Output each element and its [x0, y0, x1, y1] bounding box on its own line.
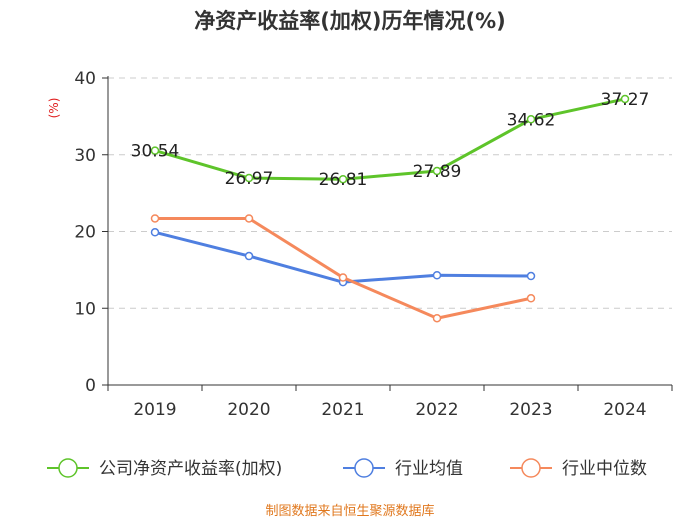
series-point-0 [620, 94, 630, 104]
legend: 公司净资产收益率(加权) 行业均值 行业中位数 [47, 458, 647, 479]
legend-marker-1 [354, 458, 374, 478]
series-point-0 [150, 146, 160, 155]
series-point-1 [432, 270, 442, 280]
series-point-2 [150, 214, 160, 223]
y-tick-labels: 0 10 20 30 40 [74, 69, 96, 396]
x-tick-label: 2020 [227, 400, 270, 420]
y-axis-unit: (%) [47, 98, 61, 119]
legend-label-2: 行业中位数 [562, 459, 647, 479]
data-label: 26.81 [319, 170, 368, 190]
series-point-2 [432, 313, 442, 323]
grid-lines [108, 77, 672, 309]
series-layer [150, 94, 630, 323]
x-tick-labels: 2019 2020 2021 2022 2023 2024 [133, 400, 646, 420]
series-point-2 [244, 214, 254, 223]
legend-marker-2 [521, 458, 541, 478]
series-point-0 [244, 173, 254, 183]
x-tick-label: 2022 [415, 400, 458, 420]
y-tick-label: 10 [74, 299, 96, 319]
series-line-0 [153, 97, 627, 181]
source-note: 制图数据来自恒生聚源数据库 [265, 503, 434, 519]
series-point-1 [150, 228, 160, 237]
data-labels: 30.54 26.97 26.81 27.89 34.62 37.27 [131, 90, 650, 190]
x-tick-label: 2023 [509, 400, 552, 420]
y-tick-label: 40 [74, 69, 96, 89]
series-point-2 [526, 294, 536, 303]
series-point-0 [432, 166, 442, 176]
y-tick-label: 30 [74, 146, 96, 166]
data-label: 30.54 [131, 142, 180, 162]
x-tick-label: 2021 [321, 400, 364, 420]
x-tick-label: 2024 [603, 400, 646, 420]
y-tick-label: 20 [74, 223, 96, 243]
data-label: 27.89 [413, 162, 462, 182]
data-label: 34.62 [507, 110, 556, 130]
series-point-0 [526, 115, 536, 124]
y-tick-label: 0 [85, 376, 96, 396]
series-point-1 [526, 271, 536, 281]
data-label: 37.27 [601, 90, 650, 110]
series-line-2 [153, 216, 533, 320]
series-point-0 [338, 174, 348, 184]
x-tick-label: 2019 [133, 400, 176, 420]
legend-marker-0 [58, 458, 78, 478]
legend-label-1: 行业均值 [395, 459, 463, 479]
series-point-1 [244, 251, 254, 261]
data-label: 26.97 [225, 169, 274, 189]
legend-label-0: 公司净资产收益率(加权) [99, 459, 282, 479]
axes [102, 76, 673, 391]
series-point-2 [338, 273, 348, 282]
chart-title: 净资产收益率(加权)历年情况(%) [194, 9, 505, 33]
